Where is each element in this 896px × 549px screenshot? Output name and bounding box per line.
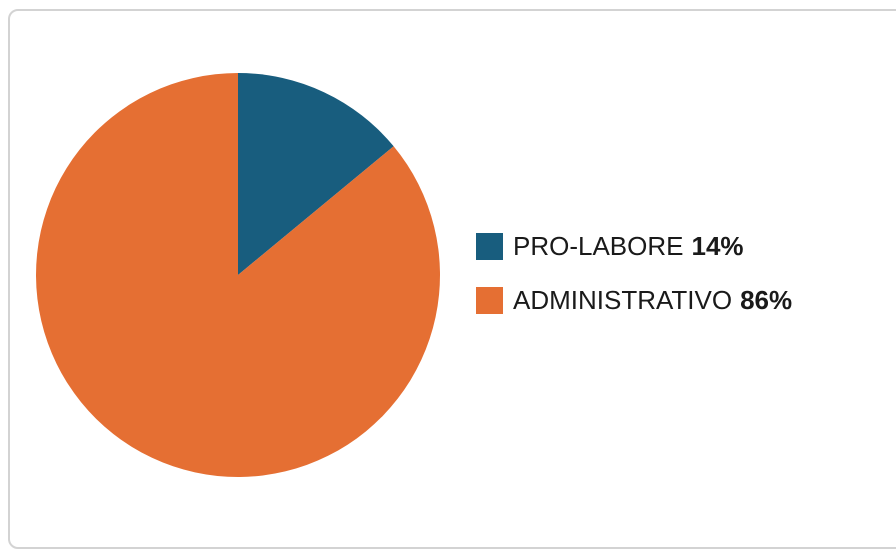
legend: PRO-LABORE 14% ADMINISTRATIVO 86% — [476, 226, 792, 334]
legend-item-pro-labore: PRO-LABORE 14% — [476, 226, 792, 266]
legend-value-administrativo: 86% — [740, 284, 793, 315]
pie-chart — [36, 73, 441, 477]
pie-slice-pro-labore — [238, 73, 394, 275]
legend-swatch-administrativo — [476, 286, 503, 314]
pie-slice-administrativo — [36, 73, 441, 477]
legend-item-administrativo: ADMINISTRATIVO 86% — [476, 280, 792, 320]
legend-label-pro-labore: PRO-LABORE — [513, 230, 684, 261]
legend-value-pro-labore: 14% — [691, 230, 744, 261]
legend-label-administrativo: ADMINISTRATIVO — [513, 284, 733, 315]
legend-swatch-pro-labore — [476, 232, 503, 260]
